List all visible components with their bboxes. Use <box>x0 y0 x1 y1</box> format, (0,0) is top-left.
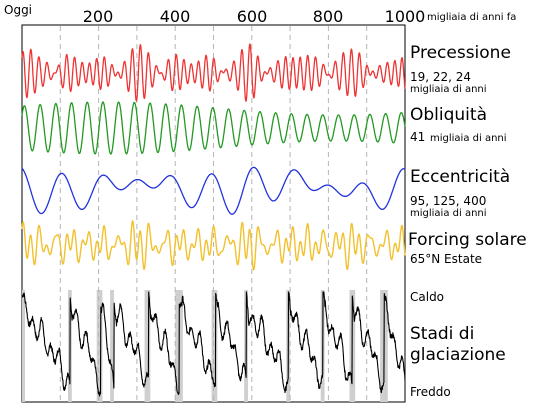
precessione-curve <box>21 43 406 102</box>
series-name-precessione: Precessione <box>410 43 511 63</box>
series-name-obliquita: Obliquità <box>410 105 487 125</box>
interglacial-band <box>96 290 103 402</box>
series-periods-precessione: 19, 22, 24 <box>410 70 472 84</box>
interglacial-band <box>110 290 114 402</box>
series-unit-obliquita: migliaia di anni <box>430 133 507 144</box>
series-periods-obliquita: 41 <box>410 130 426 144</box>
series-unit-precessione: migliaia di anni <box>410 84 487 95</box>
x-axis-unit-label: migliaia di anni fa <box>427 12 517 23</box>
eccentricita-curve <box>21 166 406 215</box>
interglacial-band <box>144 290 151 402</box>
series-periods-eccentricita: 95, 125, 400 <box>410 194 487 208</box>
series-name-eccentricita: Eccentricità <box>410 167 511 187</box>
x-tick-label: 600 <box>236 7 268 26</box>
glaciazione-curve <box>21 291 406 397</box>
x-tick-label: 800 <box>312 7 344 26</box>
glaciation-top-label: Caldo <box>410 290 445 304</box>
series-name-glaciazione: Stadi di glaciazione <box>410 324 506 365</box>
interglacial-band <box>211 290 218 402</box>
series-unit-eccentricita: migliaia di anni <box>410 208 487 219</box>
x-tick-label: 400 <box>159 7 191 26</box>
forcing-solare-curve <box>21 220 406 271</box>
series-subtitle-forcing-solare: 65°N Estate <box>410 252 483 266</box>
x-axis-start-label: Oggi <box>4 3 33 17</box>
series-name-forcing-solare: Forcing solare <box>408 230 527 250</box>
x-tick-label: 1000 <box>384 7 426 26</box>
interglacial-band <box>22 290 25 402</box>
x-tick-label: 200 <box>82 7 114 26</box>
glaciation-bottom-label: Freddo <box>410 385 451 399</box>
obliquita-curve <box>21 101 406 155</box>
